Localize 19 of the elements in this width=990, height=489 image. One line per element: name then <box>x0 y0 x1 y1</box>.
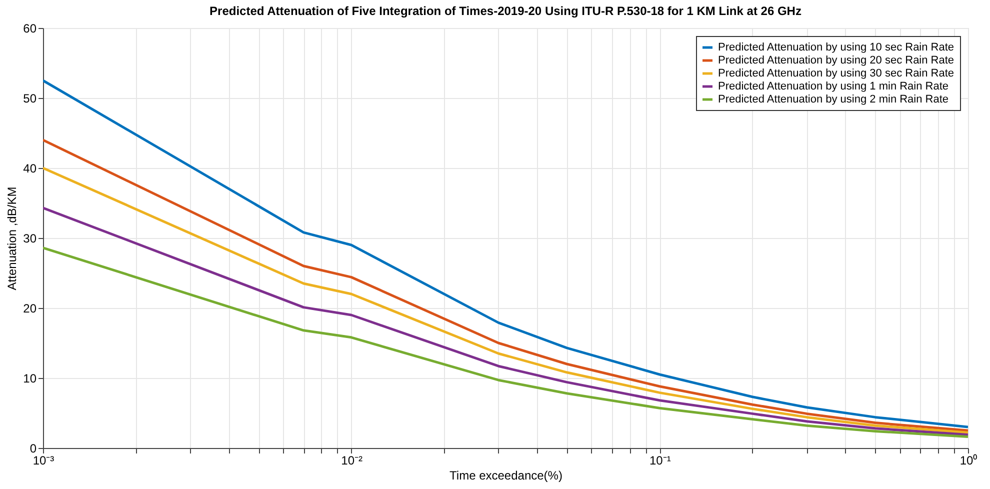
y-tick-label: 0 <box>30 442 37 456</box>
y-tick-label: 20 <box>23 302 37 316</box>
legend-label: Predicted Attenuation by using 1 min Rain Rate <box>718 80 949 92</box>
legend-label: Predicted Attenuation by using 20 sec Rain Rate <box>718 54 954 66</box>
x-axis-title: Time exceedance(%) <box>450 468 562 482</box>
y-tick-label: 30 <box>23 232 37 246</box>
y-axis-title: Attenuation ,dB/KM <box>5 186 20 290</box>
legend-label: Predicted Attenuation by using 10 sec Rain Rate <box>718 42 954 54</box>
x-tick-label: 10⁰ <box>960 454 978 468</box>
x-tick-label: 10⁻¹ <box>649 454 671 468</box>
y-tick-label: 40 <box>23 162 37 176</box>
y-tick-label: 50 <box>23 92 37 106</box>
chart-title: Predicted Attenuation of Five Integration of Times-2019-20 Using ITU-R P.530-18 for 1 KM Link at 26 GHz <box>210 4 802 18</box>
y-tick-label: 60 <box>23 22 37 36</box>
legend-label: Predicted Attenuation by using 30 sec Rain Rate <box>718 68 954 80</box>
x-tick-label: 10⁻³ <box>32 454 54 468</box>
y-tick-label: 10 <box>23 372 37 386</box>
legend-label: Predicted Attenuation by using 2 min Rain Rate <box>718 94 949 106</box>
x-tick-label: 10⁻² <box>341 454 363 468</box>
